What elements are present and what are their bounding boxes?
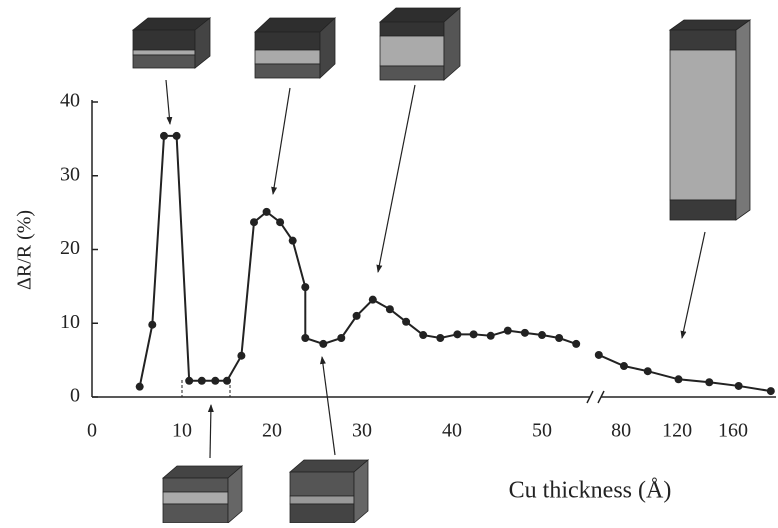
data-point bbox=[705, 378, 714, 387]
data-point bbox=[262, 207, 271, 216]
data-point bbox=[643, 367, 652, 376]
x-tick-label: 160 bbox=[718, 420, 748, 442]
series-line bbox=[598, 354, 771, 393]
x-tick-label: 40 bbox=[442, 420, 462, 442]
x-tick-label: 10 bbox=[172, 420, 192, 442]
data-point bbox=[237, 351, 246, 360]
y-tick-label: 10 bbox=[60, 311, 80, 333]
x-tick-label: 50 bbox=[532, 420, 552, 442]
data-point bbox=[520, 328, 529, 337]
data-point bbox=[276, 218, 285, 227]
data-point bbox=[250, 218, 258, 227]
data-point bbox=[211, 376, 220, 385]
illustrations bbox=[131, 7, 752, 524]
x-tick-label: 30 bbox=[352, 420, 372, 442]
y-axis-label: ΔR/R (%) bbox=[14, 210, 36, 290]
data-point bbox=[301, 283, 310, 292]
data-point bbox=[766, 387, 775, 396]
data-point bbox=[419, 331, 428, 340]
data-point bbox=[160, 131, 168, 140]
data-point bbox=[469, 330, 478, 339]
y-tick-label: 40 bbox=[60, 90, 80, 112]
data-point bbox=[352, 311, 361, 320]
y-tick-label: 20 bbox=[60, 237, 80, 259]
data-point bbox=[402, 317, 411, 326]
data-point bbox=[172, 131, 181, 140]
data-point bbox=[594, 350, 603, 359]
data-point bbox=[619, 362, 628, 371]
data-point bbox=[319, 339, 328, 348]
data-point bbox=[197, 376, 206, 385]
data-point bbox=[572, 339, 581, 348]
data-point bbox=[385, 305, 394, 314]
data-point bbox=[486, 331, 495, 340]
series-line bbox=[138, 134, 577, 387]
data-point bbox=[453, 330, 462, 339]
data-point bbox=[301, 334, 310, 342]
x-axis-label: Cu thickness (Å) bbox=[509, 478, 672, 504]
data-point bbox=[288, 236, 297, 245]
arrows bbox=[165, 79, 706, 459]
y-tick-label: 30 bbox=[60, 163, 80, 185]
x-tick-label: 80 bbox=[611, 420, 631, 442]
data-point bbox=[223, 376, 231, 385]
data-point bbox=[148, 320, 157, 329]
data-point bbox=[503, 326, 512, 335]
x-tick-label: 120 bbox=[662, 420, 692, 442]
data-point bbox=[734, 381, 743, 390]
data-point bbox=[538, 331, 546, 340]
x-tick-label: 0 bbox=[87, 420, 97, 442]
y-tick-label: 0 bbox=[70, 385, 80, 407]
data-point bbox=[337, 334, 346, 342]
data-point bbox=[368, 295, 377, 304]
data-point bbox=[674, 375, 683, 384]
x-tick-label: 20 bbox=[262, 420, 282, 442]
axes bbox=[91, 100, 776, 404]
data-point bbox=[135, 382, 144, 391]
data-point bbox=[436, 334, 445, 342]
data-point bbox=[185, 376, 194, 385]
data-point bbox=[555, 334, 564, 342]
